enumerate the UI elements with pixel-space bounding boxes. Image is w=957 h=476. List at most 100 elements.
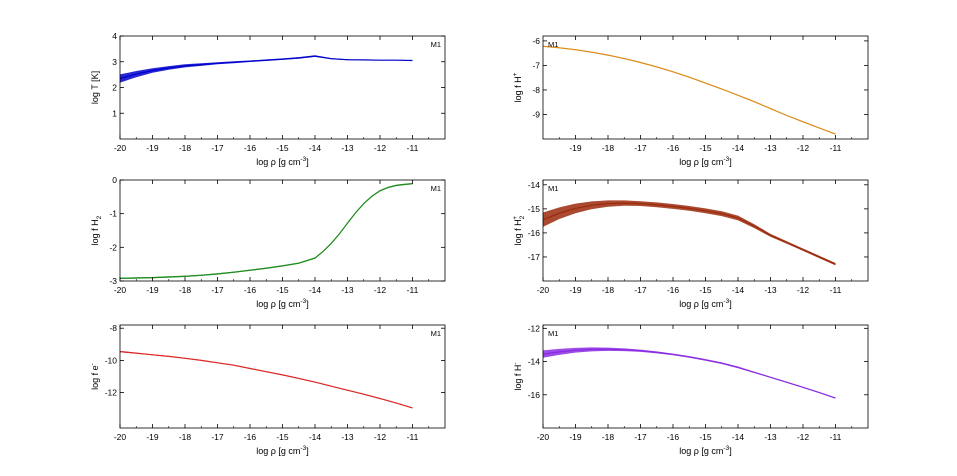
- series-band-Hplus: [543, 45, 836, 135]
- x-tick-label: -18: [602, 285, 615, 295]
- x-tick-label: -16: [244, 432, 257, 442]
- x-tick-label: -16: [244, 143, 257, 153]
- x-tick-label: -16: [244, 285, 257, 295]
- y-axis-label: log f H2+: [512, 215, 526, 245]
- y-tick-label: 3: [112, 57, 117, 67]
- y-tick-label: -12: [105, 388, 118, 398]
- series-band-Hminus: [543, 347, 836, 399]
- x-tick-label: -16: [667, 285, 680, 295]
- x-tick-label: -20: [114, 285, 127, 295]
- legend-label: M1: [548, 40, 558, 49]
- x-tick-label: -13: [341, 143, 354, 153]
- x-tick-label: -18: [602, 432, 615, 442]
- x-tick-label: -17: [211, 285, 224, 295]
- x-tick-label: -17: [634, 285, 647, 295]
- x-tick-label: -19: [569, 285, 582, 295]
- plot-frame: [542, 35, 869, 140]
- x-tick-label: -18: [179, 143, 192, 153]
- series-band-H2plus: [543, 200, 836, 266]
- y-axis-label: log T [K]: [90, 71, 100, 104]
- chart-panel-H2: -20 -19 -18 -17 -16 -15 -14 -13 -12 -11 0 -1 -2 -3 log…: [90, 175, 446, 309]
- x-tick-label: -11: [407, 285, 419, 295]
- x-tick-label: -11: [407, 143, 419, 153]
- x-tick-label: -17: [634, 143, 647, 153]
- x-axis-label: log ρ [g cm-3]: [679, 445, 731, 456]
- y-tick-label: -10: [105, 355, 118, 365]
- series-line-e: [119, 351, 413, 409]
- plot-frame: [119, 324, 446, 429]
- x-tick-label: -17: [211, 143, 224, 153]
- y-axis-label: log f H+: [512, 72, 523, 102]
- y-tick-label: -14: [528, 357, 541, 367]
- x-tick-label: -16: [667, 432, 680, 442]
- y-tick-label: -12: [528, 323, 541, 333]
- y-tick-label: -1: [109, 209, 117, 219]
- x-tick-label: -12: [797, 432, 810, 442]
- x-tick-label: -12: [797, 285, 810, 295]
- y-tick-label: -9: [532, 109, 540, 119]
- x-tick-label: -16: [667, 143, 680, 153]
- x-tick-label: -18: [602, 143, 615, 153]
- x-tick-label: -12: [374, 432, 387, 442]
- y-tick-label: -7: [532, 60, 540, 70]
- x-tick-label: -11: [830, 285, 842, 295]
- x-axis-label: log ρ [g cm-3]: [679, 156, 731, 167]
- y-tick-label: -14: [528, 180, 541, 190]
- chart-panel-Hplus: -19 -18 -17 -16 -15 -14 -13 -12 -11 -6 -7 -8 -9 log ρ…: [512, 35, 869, 167]
- y-tick-label: -8: [109, 323, 117, 333]
- chart-panel-H2plus: -20 -19 -18 -17 -16 -15 -14 -13 -12 -11 -14 -15 -16 -…: [512, 179, 869, 309]
- x-tick-label: -15: [699, 285, 712, 295]
- x-tick-label: -11: [407, 432, 419, 442]
- x-tick-label: -11: [830, 432, 842, 442]
- series-band-e: [120, 350, 413, 409]
- legend-label: M1: [431, 329, 441, 338]
- series-line-Hplus: [542, 45, 836, 135]
- y-tick-label: -8: [532, 85, 540, 95]
- x-tick-label: -15: [276, 432, 289, 442]
- y-tick-label: 0: [112, 175, 117, 185]
- x-axis-label: log ρ [g cm-3]: [256, 445, 308, 456]
- chart-panel-T: -20 -19 -18 -17 -16 -15 -14 -13 -12 -11 1 2 3 4 log ρ …: [90, 31, 446, 167]
- y-tick-label: -16: [528, 228, 541, 238]
- x-tick-label: -12: [374, 285, 387, 295]
- plot-frame: [542, 179, 869, 282]
- legend-label: M1: [548, 329, 558, 338]
- plot-frame: [119, 35, 446, 140]
- legend-label: M1: [548, 184, 558, 193]
- y-tick-label: -3: [109, 276, 117, 286]
- plot-frame: [542, 324, 869, 429]
- x-tick-label: -13: [341, 432, 354, 442]
- x-tick-label: -12: [797, 143, 810, 153]
- x-tick-label: -14: [732, 285, 745, 295]
- x-axis-label: log ρ [g cm-3]: [256, 156, 308, 167]
- x-tick-label: -13: [764, 432, 777, 442]
- legend-label: M1: [431, 184, 441, 193]
- x-tick-label: -19: [569, 143, 582, 153]
- x-tick-label: -15: [699, 432, 712, 442]
- y-axis-label: log f H-: [512, 362, 523, 390]
- y-tick-label: -17: [528, 252, 541, 262]
- x-tick-label: -19: [146, 432, 159, 442]
- y-axis-label: log f H2: [90, 215, 103, 245]
- x-tick-label: -13: [764, 143, 777, 153]
- x-axis-label: log ρ [g cm-3]: [256, 298, 308, 309]
- x-tick-label: -19: [146, 143, 159, 153]
- x-tick-label: -17: [211, 432, 224, 442]
- x-tick-label: -18: [179, 285, 192, 295]
- y-axis-label: log f e-: [89, 363, 100, 390]
- x-tick-label: -15: [276, 285, 289, 295]
- y-tick-label: -2: [109, 242, 117, 252]
- chart-panel-Hminus: -20 -19 -18 -17 -16 -15 -14 -13 -12 -11 -12 -14 -16 l…: [512, 323, 869, 456]
- x-tick-label: -20: [537, 285, 550, 295]
- x-tick-label: -14: [309, 143, 322, 153]
- series-band-H2: [120, 183, 413, 279]
- x-tick-label: -19: [146, 285, 159, 295]
- x-tick-label: -20: [114, 432, 127, 442]
- chart-panel-e: -20 -19 -18 -17 -16 -15 -14 -13 -12 -11 -8 -10 -12 lo…: [89, 323, 446, 456]
- y-tick-label: -15: [528, 204, 541, 214]
- y-tick-label: 1: [112, 108, 117, 118]
- x-axis-label: log ρ [g cm-3]: [679, 298, 731, 309]
- series-line-H2: [119, 183, 413, 279]
- x-tick-label: -14: [309, 285, 322, 295]
